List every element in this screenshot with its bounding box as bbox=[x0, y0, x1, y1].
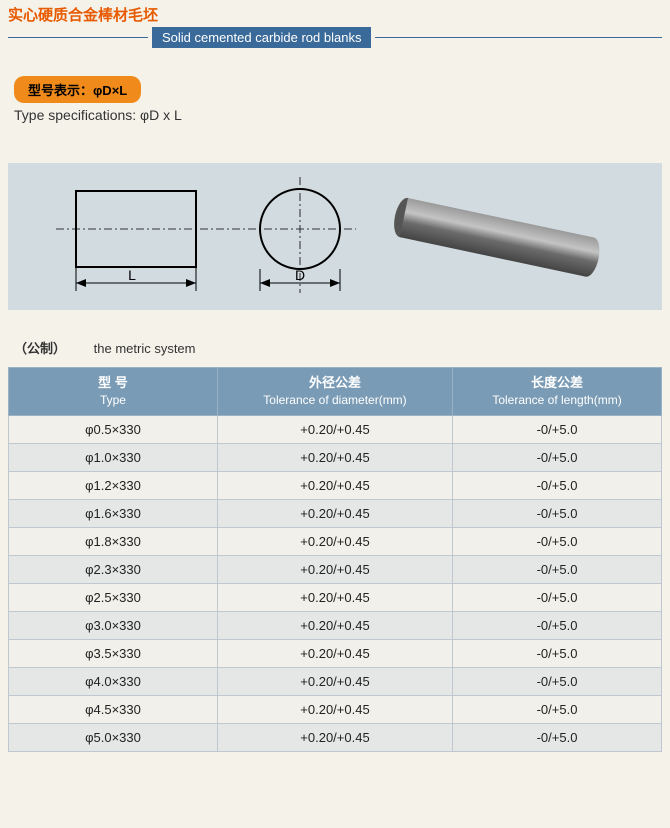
table-cell: -0/+5.0 bbox=[453, 583, 662, 611]
table-cell: +0.20/+0.45 bbox=[217, 443, 452, 471]
spec-table: 型 号 Type 外径公差 Tolerance of diameter(mm) … bbox=[8, 367, 662, 752]
table-cell: φ1.2×330 bbox=[9, 471, 218, 499]
table-row: φ0.5×330+0.20/+0.45-0/+5.0 bbox=[9, 415, 662, 443]
label-L: L bbox=[128, 267, 136, 283]
table-row: φ4.0×330+0.20/+0.45-0/+5.0 bbox=[9, 667, 662, 695]
table-row: φ1.0×330+0.20/+0.45-0/+5.0 bbox=[9, 443, 662, 471]
table-cell: +0.20/+0.45 bbox=[217, 723, 452, 751]
table-cell: +0.20/+0.45 bbox=[217, 499, 452, 527]
title-chinese: 实心硬质合金棒材毛坯 bbox=[8, 4, 662, 25]
table-cell: φ4.0×330 bbox=[9, 667, 218, 695]
table-cell: -0/+5.0 bbox=[453, 695, 662, 723]
metric-en: the metric system bbox=[94, 341, 196, 356]
spec-badge: 型号表示：φD×L bbox=[14, 76, 141, 103]
table-cell: -0/+5.0 bbox=[453, 723, 662, 751]
table-header-row: 型 号 Type 外径公差 Tolerance of diameter(mm) … bbox=[9, 368, 662, 416]
table-cell: +0.20/+0.45 bbox=[217, 583, 452, 611]
spec-english: Type specifications: φD x L bbox=[14, 107, 670, 123]
col-header-type: 型 号 Type bbox=[9, 368, 218, 416]
table-cell: +0.20/+0.45 bbox=[217, 695, 452, 723]
table-row: φ3.5×330+0.20/+0.45-0/+5.0 bbox=[9, 639, 662, 667]
col-header-length: 长度公差 Tolerance of length(mm) bbox=[453, 368, 662, 416]
table-cell: φ5.0×330 bbox=[9, 723, 218, 751]
table-cell: φ2.5×330 bbox=[9, 583, 218, 611]
table-cell: +0.20/+0.45 bbox=[217, 639, 452, 667]
table-cell: +0.20/+0.45 bbox=[217, 415, 452, 443]
table-cell: φ3.0×330 bbox=[9, 611, 218, 639]
table-cell: -0/+5.0 bbox=[453, 415, 662, 443]
table-cell: -0/+5.0 bbox=[453, 667, 662, 695]
table-cell: φ1.0×330 bbox=[9, 443, 218, 471]
metric-cn: （公制） bbox=[14, 341, 66, 356]
table-cell: -0/+5.0 bbox=[453, 471, 662, 499]
table-row: φ3.0×330+0.20/+0.45-0/+5.0 bbox=[9, 611, 662, 639]
table-cell: -0/+5.0 bbox=[453, 555, 662, 583]
table-row: φ1.2×330+0.20/+0.45-0/+5.0 bbox=[9, 471, 662, 499]
table-cell: φ1.8×330 bbox=[9, 527, 218, 555]
col-header-diameter: 外径公差 Tolerance of diameter(mm) bbox=[217, 368, 452, 416]
diagram-svg: L D bbox=[8, 163, 662, 310]
table-cell: -0/+5.0 bbox=[453, 527, 662, 555]
title-english: Solid cemented carbide rod blanks bbox=[152, 27, 371, 48]
table-row: φ5.0×330+0.20/+0.45-0/+5.0 bbox=[9, 723, 662, 751]
table-cell: φ2.3×330 bbox=[9, 555, 218, 583]
table-cell: -0/+5.0 bbox=[453, 499, 662, 527]
diagram: L D bbox=[8, 163, 662, 310]
table-cell: φ1.6×330 bbox=[9, 499, 218, 527]
table-row: φ2.3×330+0.20/+0.45-0/+5.0 bbox=[9, 555, 662, 583]
table-cell: φ3.5×330 bbox=[9, 639, 218, 667]
label-D: D bbox=[295, 267, 305, 283]
table-row: φ1.8×330+0.20/+0.45-0/+5.0 bbox=[9, 527, 662, 555]
table-row: φ1.6×330+0.20/+0.45-0/+5.0 bbox=[9, 499, 662, 527]
table-cell: +0.20/+0.45 bbox=[217, 527, 452, 555]
table-cell: +0.20/+0.45 bbox=[217, 555, 452, 583]
table-cell: φ0.5×330 bbox=[9, 415, 218, 443]
table-row: φ2.5×330+0.20/+0.45-0/+5.0 bbox=[9, 583, 662, 611]
metric-system-label: （公制） the metric system bbox=[14, 338, 670, 357]
table-cell: -0/+5.0 bbox=[453, 611, 662, 639]
title-bar: Solid cemented carbide rod blanks bbox=[8, 27, 662, 48]
table-cell: +0.20/+0.45 bbox=[217, 667, 452, 695]
table-cell: -0/+5.0 bbox=[453, 443, 662, 471]
table-cell: +0.20/+0.45 bbox=[217, 611, 452, 639]
table-cell: +0.20/+0.45 bbox=[217, 471, 452, 499]
table-cell: φ4.5×330 bbox=[9, 695, 218, 723]
table-cell: -0/+5.0 bbox=[453, 639, 662, 667]
table-row: φ4.5×330+0.20/+0.45-0/+5.0 bbox=[9, 695, 662, 723]
